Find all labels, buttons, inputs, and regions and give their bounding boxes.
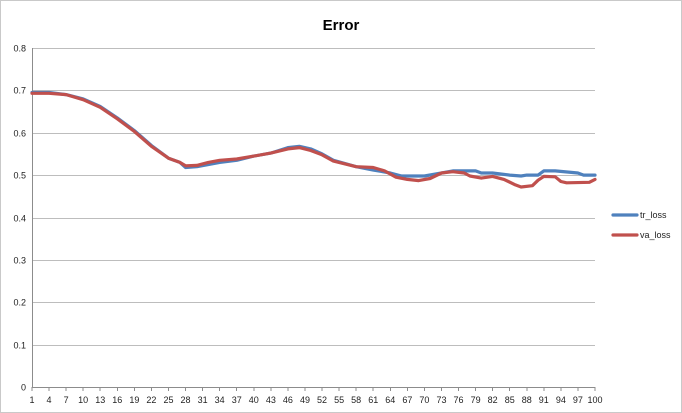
- y-tick-label: 0: [21, 383, 26, 393]
- x-tick-label: 70: [419, 395, 429, 405]
- x-tick-label: 85: [505, 395, 515, 405]
- x-tick-label: 40: [249, 395, 259, 405]
- x-tick-label: 97: [573, 395, 583, 405]
- y-tick-label: 0.8: [13, 44, 26, 54]
- x-tick-label: 52: [317, 395, 327, 405]
- x-tick-label: 7: [64, 395, 69, 405]
- x-tick-label: 82: [488, 395, 498, 405]
- x-tick-label: 67: [402, 395, 412, 405]
- x-tick-label: 49: [300, 395, 310, 405]
- x-tick-label: 34: [215, 395, 225, 405]
- y-tick-label: 0.6: [13, 129, 26, 139]
- x-tick-label: 28: [181, 395, 191, 405]
- x-tick-label: 25: [163, 395, 173, 405]
- y-tick-label: 0.3: [13, 256, 26, 266]
- x-tick-label: 88: [522, 395, 532, 405]
- y-tick-label: 0.1: [13, 341, 26, 351]
- x-tick-label: 58: [351, 395, 361, 405]
- series-line-tr-loss: [30, 90, 597, 178]
- x-tick-label: 43: [266, 395, 276, 405]
- x-tick-label: 55: [334, 395, 344, 405]
- y-tick-label: 0.2: [13, 298, 26, 308]
- x-tick-label: 94: [556, 395, 566, 405]
- x-tick-label: 10: [78, 395, 88, 405]
- x-tick-label: 100: [587, 395, 602, 405]
- chart-title: Error: [323, 17, 360, 34]
- x-tick-label: 76: [454, 395, 464, 405]
- x-tick-label: 1: [29, 395, 34, 405]
- x-tick-label: 22: [146, 395, 156, 405]
- legend-label-va-loss: va_loss: [640, 230, 671, 240]
- series-line-va-loss: [30, 91, 597, 189]
- x-tick-label: 37: [232, 395, 242, 405]
- x-tick-label: 79: [471, 395, 481, 405]
- y-tick-label: 0.4: [13, 214, 26, 224]
- x-tick-label: 46: [283, 395, 293, 405]
- x-tick-label: 31: [198, 395, 208, 405]
- x-tick-label: 61: [368, 395, 378, 405]
- x-tick-label: 91: [539, 395, 549, 405]
- x-tick-label: 64: [385, 395, 395, 405]
- x-tick-label: 13: [95, 395, 105, 405]
- x-tick-label: 73: [436, 395, 446, 405]
- x-tick-label: 16: [112, 395, 122, 405]
- x-tick-label: 4: [47, 395, 52, 405]
- x-tick-label: 19: [129, 395, 139, 405]
- y-tick-label: 0.7: [13, 86, 26, 96]
- legend-label-tr-loss: tr_loss: [640, 210, 667, 220]
- y-tick-label: 0.5: [13, 171, 26, 181]
